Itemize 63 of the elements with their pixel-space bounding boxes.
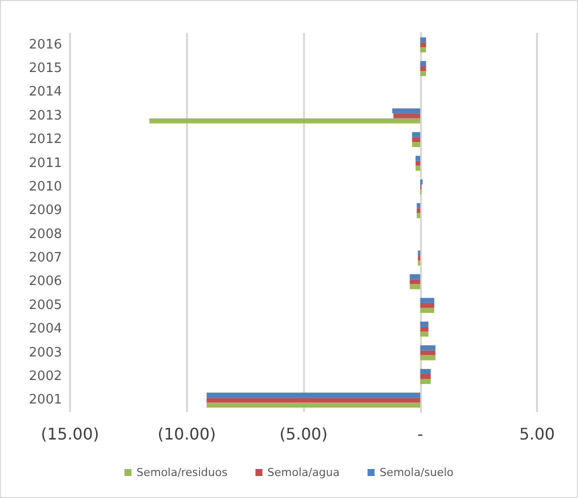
bar (420, 355, 436, 360)
bar (420, 322, 428, 327)
x-tick-label: 5.00 (519, 424, 555, 444)
x-tick-label: (10.00) (158, 424, 216, 444)
bar (420, 368, 431, 374)
legend-label: Semola/agua (267, 466, 340, 479)
bar (418, 250, 420, 256)
legend-label: Semola/suelo (380, 466, 454, 479)
bar (420, 345, 436, 350)
y-tick-label: 2003 (28, 345, 62, 360)
bar (410, 274, 420, 280)
bar (420, 61, 426, 66)
x-tick-label: (5.00) (279, 424, 328, 444)
bar (420, 37, 426, 42)
y-tick-label: 2015 (28, 61, 62, 76)
bar (149, 118, 420, 124)
bar (420, 66, 426, 72)
bar (412, 142, 420, 148)
bar (416, 156, 420, 161)
bar (420, 332, 428, 337)
bar (412, 137, 420, 142)
y-tick-label: 2010 (28, 179, 62, 194)
bar (416, 208, 420, 214)
bar (392, 108, 420, 114)
bar (420, 42, 426, 48)
bar (410, 284, 420, 290)
bar (412, 132, 420, 138)
y-tick-label: 2011 (28, 156, 62, 171)
bar (418, 260, 420, 266)
y-tick-label: 2001 (28, 392, 62, 408)
y-tick-label: 2012 (28, 132, 62, 148)
y-tick-label: 2004 (28, 322, 62, 337)
bar (420, 326, 428, 332)
bar (206, 402, 420, 408)
y-tick-label: 2006 (28, 274, 62, 290)
bar (416, 160, 420, 166)
bar (420, 308, 434, 313)
y-tick-label: 2009 (28, 203, 62, 218)
y-tick-label: 2008 (28, 226, 62, 242)
bar (420, 298, 434, 303)
bar (420, 47, 426, 52)
y-tick-label: 2007 (28, 250, 62, 266)
x-tick-label: (15.00) (40, 424, 100, 444)
x-tick-label: - (417, 424, 424, 444)
y-tick-label: 2016 (28, 37, 62, 52)
y-tick-label: 2014 (28, 84, 62, 100)
bar (420, 378, 431, 384)
bar (416, 166, 420, 171)
bar (420, 71, 426, 76)
legend-label: Semola/residuos (136, 466, 228, 479)
bar (420, 350, 436, 356)
bar (410, 279, 420, 284)
bar (206, 398, 420, 403)
bar (420, 374, 431, 379)
bar (206, 392, 420, 398)
bar (418, 256, 420, 261)
bar (393, 113, 420, 118)
bar (420, 302, 434, 308)
y-tick-label: 2013 (28, 108, 62, 124)
bar (416, 213, 420, 218)
y-tick-label: 2002 (28, 368, 62, 384)
y-tick-label: 2005 (28, 298, 62, 313)
bar (416, 203, 420, 208)
